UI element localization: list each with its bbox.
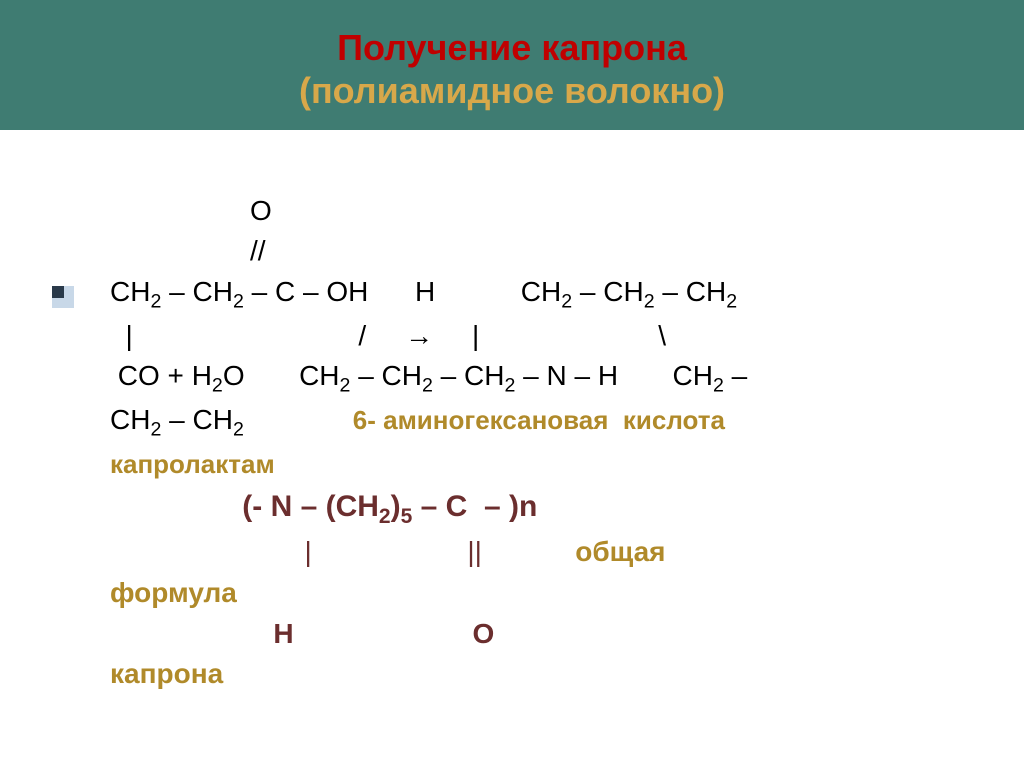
formula-line-2: // [110, 235, 266, 266]
formula-line-3: CH2 – CH2 – C – OH H CH2 – CH2 – CH2 [110, 276, 737, 307]
slide-bullet-icon [52, 286, 74, 308]
formula-line-6: CH2 – CH2 6- аминогексановая кислота [110, 404, 725, 435]
title-line-2: (полиамидное волокно) [299, 69, 725, 112]
annotation-caprolactam: капролактам [110, 449, 275, 479]
formula-line-4: | / → | \ [110, 320, 666, 351]
general-formula-atoms: H O [110, 618, 494, 649]
formula-line-1: O [110, 195, 272, 226]
slide-content: O // CH2 – CH2 – C – OH H CH2 – CH2 – CH… [0, 130, 1024, 695]
formula-line-5: CO + H2O CH2 – CH2 – CH2 – N – H CH2 – [110, 360, 747, 391]
annotation-acid: 6- аминогексановая кислота [353, 405, 725, 435]
chemical-formula-block: O // CH2 – CH2 – C – OH H CH2 – CH2 – CH… [110, 150, 964, 695]
general-formula-label-2: капрона [110, 658, 223, 689]
general-formula-label-1: формула [110, 577, 237, 608]
general-formula-line-1: (- N – (CH2)5 – C – )n [110, 491, 537, 522]
general-formula-line-2: | || общая [110, 536, 666, 567]
slide-header: Получение капрона (полиамидное волокно) [0, 0, 1024, 130]
title-line-1: Получение капрона [337, 26, 687, 69]
